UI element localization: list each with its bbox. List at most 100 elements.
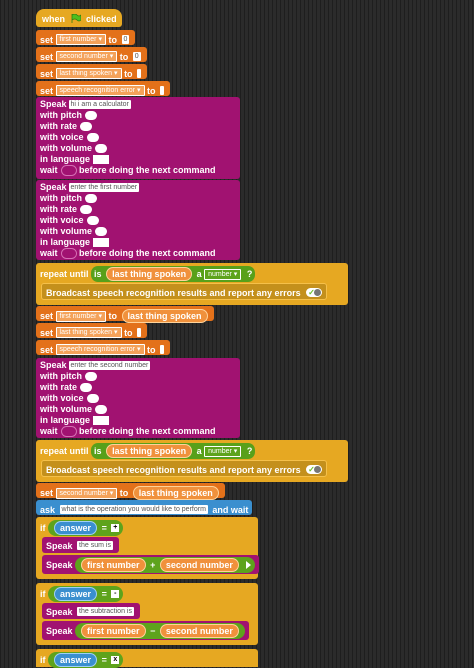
- set-first-number-block[interactable]: set first number to 0: [36, 30, 136, 46]
- value-input[interactable]: [137, 328, 142, 338]
- variable-dropdown[interactable]: second number: [55, 487, 118, 499]
- arrow-right-icon[interactable]: [246, 561, 252, 569]
- language-input[interactable]: [93, 155, 110, 165]
- set-speech-error-block-2[interactable]: set speech recognition error to: [36, 340, 171, 356]
- rate-input[interactable]: [80, 205, 93, 215]
- type-dropdown[interactable]: number: [204, 445, 242, 457]
- rate-input[interactable]: [80, 122, 93, 132]
- value-input[interactable]: [160, 345, 165, 355]
- wait-toggle[interactable]: [60, 426, 77, 438]
- answer-reporter[interactable]: answer: [54, 587, 98, 601]
- last-thing-spoken-reporter[interactable]: last thing spoken: [106, 267, 193, 281]
- pitch-input[interactable]: [85, 372, 97, 382]
- value-input[interactable]: [160, 86, 165, 96]
- voice-input[interactable]: [86, 216, 99, 226]
- if-times-block[interactable]: if answer = x: [36, 649, 258, 668]
- if-label: if: [40, 655, 46, 665]
- speak-block-1[interactable]: Speak hi i am a calculator with pitch wit…: [36, 97, 240, 179]
- plus-operator[interactable]: first number + second number: [75, 557, 256, 573]
- speak-sum-text-block[interactable]: Speak the sum is: [42, 537, 119, 553]
- value-input[interactable]: [137, 69, 142, 79]
- set-first-number-to-spoken-block[interactable]: set first number to last thing spoken: [36, 306, 214, 323]
- pitch-input[interactable]: [85, 194, 97, 204]
- variable-dropdown[interactable]: speech recognition error: [55, 344, 145, 356]
- repeat-until-label: repeat until: [40, 446, 89, 456]
- minus-operator[interactable]: first number − second number: [75, 623, 245, 639]
- speak-label: Speak: [46, 606, 73, 617]
- operator-input[interactable]: -: [111, 590, 120, 598]
- set-speech-error-block[interactable]: set speech recognition error to: [36, 81, 171, 97]
- rate-input[interactable]: [80, 383, 93, 393]
- language-input[interactable]: [93, 416, 110, 426]
- volume-input[interactable]: [95, 227, 108, 237]
- variable-dropdown[interactable]: first number: [55, 310, 106, 322]
- errors-toggle[interactable]: ✓: [306, 465, 323, 475]
- last-thing-spoken-reporter[interactable]: last thing spoken: [132, 486, 219, 500]
- speech-text-input[interactable]: the subtraction is: [77, 607, 134, 617]
- is-type-predicate[interactable]: is last thing spoken a number ?: [91, 443, 256, 459]
- question-mark: ?: [246, 446, 253, 456]
- speak-sum-result-block[interactable]: Speak first number + second number: [42, 555, 260, 574]
- value-input[interactable]: 0: [121, 35, 130, 45]
- speak-subtraction-text-block[interactable]: Speak the subtraction is: [42, 603, 140, 619]
- last-thing-spoken-reporter[interactable]: last thing spoken: [121, 309, 208, 323]
- speech-text-input[interactable]: enter the second number: [68, 361, 151, 371]
- last-thing-spoken-reporter[interactable]: last thing spoken: [106, 444, 193, 458]
- pitch-input[interactable]: [85, 111, 97, 121]
- speak-block-2[interactable]: Speak enter the first number with pitch w…: [36, 180, 240, 260]
- ask-and-wait-block[interactable]: ask what is the operation you would like…: [36, 500, 253, 515]
- wait-toggle[interactable]: [60, 248, 77, 260]
- speech-text-input[interactable]: enter the first number: [68, 183, 140, 193]
- second-number-reporter[interactable]: second number: [159, 624, 239, 638]
- repeat-until-block-2[interactable]: repeat until is last thing spoken a numb…: [36, 440, 348, 482]
- operator-input[interactable]: x: [111, 656, 120, 664]
- first-number-reporter[interactable]: first number: [81, 558, 146, 572]
- is-type-predicate[interactable]: is last thing spoken a number ?: [91, 266, 256, 282]
- speech-text-input[interactable]: the sum is: [77, 541, 113, 551]
- voice-input[interactable]: [86, 133, 99, 143]
- set-last-thing-spoken-block-2[interactable]: set last thing spoken to: [36, 323, 148, 339]
- volume-input[interactable]: [95, 144, 108, 154]
- voice-input[interactable]: [86, 394, 99, 404]
- broadcast-speech-block[interactable]: Broadcast speech recognition results and…: [41, 283, 328, 300]
- first-number-reporter[interactable]: first number: [81, 624, 146, 638]
- if-plus-block[interactable]: if answer = + Speak the sum is Speak fir…: [36, 517, 260, 579]
- equals-predicate[interactable]: answer = x: [48, 652, 124, 668]
- variable-dropdown[interactable]: last thing spoken: [55, 327, 122, 339]
- answer-reporter[interactable]: answer: [54, 521, 98, 535]
- to-label: to: [147, 344, 156, 355]
- errors-toggle[interactable]: ✓: [306, 288, 323, 298]
- set-label: set: [40, 311, 54, 321]
- type-dropdown[interactable]: number: [204, 268, 242, 280]
- if-minus-block[interactable]: if answer = - Speak the subtraction is S…: [36, 583, 258, 645]
- answer-reporter[interactable]: answer: [54, 653, 98, 667]
- set-last-thing-spoken-block[interactable]: set last thing spoken to: [36, 64, 148, 80]
- wait-toggle[interactable]: [60, 165, 77, 177]
- speak-label: Speak: [40, 99, 67, 110]
- wait-label: wait: [40, 248, 58, 259]
- ask-question-input[interactable]: what is the operation you would like to …: [59, 505, 208, 515]
- speak-subtraction-result-block[interactable]: Speak first number − second number: [42, 621, 249, 640]
- before-label: before doing the next command: [79, 248, 216, 259]
- equals-predicate[interactable]: answer = -: [48, 586, 124, 602]
- speech-text-input[interactable]: hi i am a calculator: [68, 100, 131, 110]
- set-second-number-block[interactable]: set second number to 0: [36, 47, 147, 63]
- broadcast-speech-block[interactable]: Broadcast speech recognition results and…: [41, 460, 328, 477]
- value-input[interactable]: 0: [132, 52, 141, 62]
- set-second-number-to-spoken-block[interactable]: set second number to last thing spoken: [36, 483, 225, 500]
- variable-dropdown[interactable]: second number: [55, 51, 118, 63]
- set-label: set: [40, 51, 54, 62]
- variable-dropdown[interactable]: speech recognition error: [55, 85, 145, 97]
- language-input[interactable]: [93, 238, 110, 248]
- equals-predicate[interactable]: answer = +: [48, 520, 124, 536]
- volume-input[interactable]: [95, 405, 108, 415]
- broadcast-label: Broadcast speech recognition results and…: [46, 464, 301, 475]
- variable-dropdown[interactable]: first number: [55, 34, 106, 46]
- operator-input[interactable]: +: [111, 524, 120, 532]
- speak-block-3[interactable]: Speak enter the second number with pitch …: [36, 358, 240, 438]
- set-label: set: [40, 34, 54, 45]
- repeat-until-block-1[interactable]: repeat until is last thing spoken a numb…: [36, 263, 348, 305]
- when-flag-clicked-hat[interactable]: when clicked: [36, 9, 122, 27]
- variable-dropdown[interactable]: last thing spoken: [55, 68, 122, 80]
- second-number-reporter[interactable]: second number: [159, 558, 239, 572]
